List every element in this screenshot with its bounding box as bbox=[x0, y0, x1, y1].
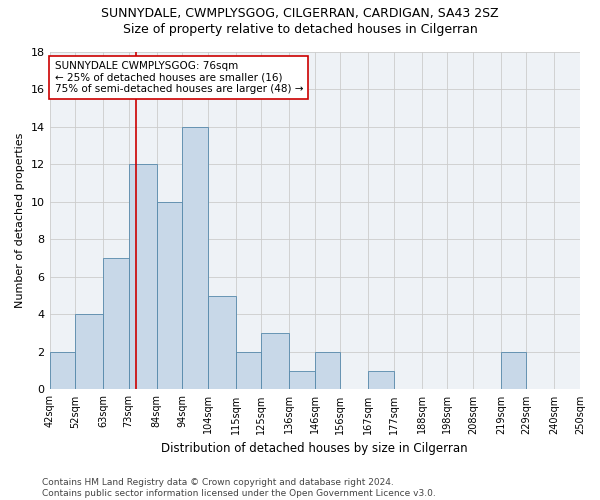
Bar bbox=[75, 314, 103, 390]
Bar bbox=[208, 296, 236, 390]
Y-axis label: Number of detached properties: Number of detached properties bbox=[15, 133, 25, 308]
Bar bbox=[501, 352, 526, 390]
Bar bbox=[289, 370, 315, 390]
Bar bbox=[315, 352, 340, 390]
Bar bbox=[103, 258, 128, 390]
Bar bbox=[50, 352, 75, 390]
Bar bbox=[128, 164, 157, 390]
Bar bbox=[368, 370, 394, 390]
Text: SUNNYDALE, CWMPLYSGOG, CILGERRAN, CARDIGAN, SA43 2SZ: SUNNYDALE, CWMPLYSGOG, CILGERRAN, CARDIG… bbox=[101, 8, 499, 20]
Text: SUNNYDALE CWMPLYSGOG: 76sqm
← 25% of detached houses are smaller (16)
75% of sem: SUNNYDALE CWMPLYSGOG: 76sqm ← 25% of det… bbox=[55, 61, 303, 94]
X-axis label: Distribution of detached houses by size in Cilgerran: Distribution of detached houses by size … bbox=[161, 442, 468, 455]
Text: Size of property relative to detached houses in Cilgerran: Size of property relative to detached ho… bbox=[122, 22, 478, 36]
Bar bbox=[157, 202, 182, 390]
Bar bbox=[261, 333, 289, 390]
Bar bbox=[236, 352, 261, 390]
Bar bbox=[182, 126, 208, 390]
Text: Contains HM Land Registry data © Crown copyright and database right 2024.
Contai: Contains HM Land Registry data © Crown c… bbox=[42, 478, 436, 498]
